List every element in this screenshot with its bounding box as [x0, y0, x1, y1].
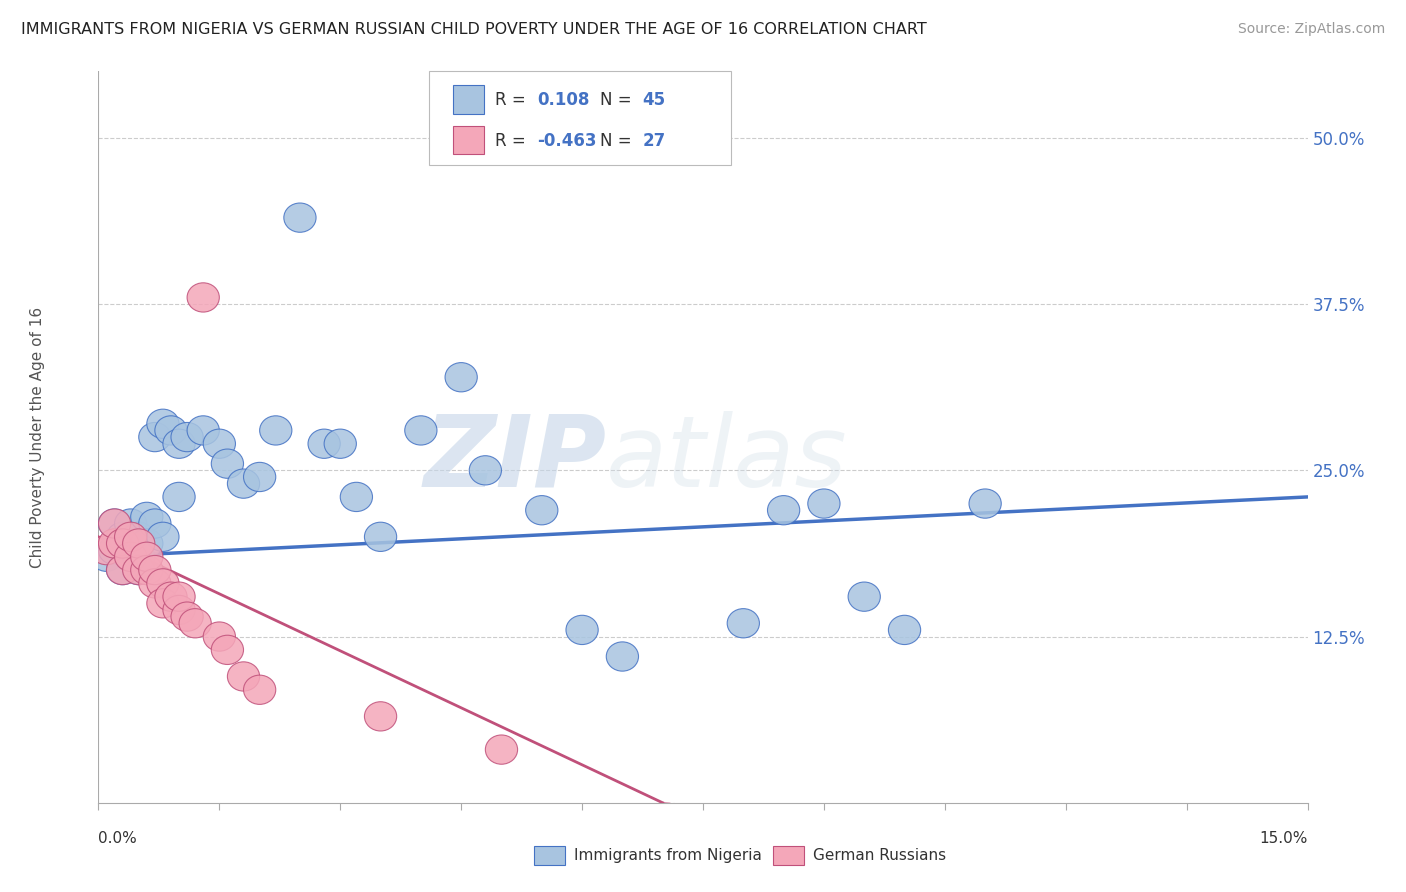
Ellipse shape — [146, 522, 179, 551]
Ellipse shape — [163, 429, 195, 458]
Ellipse shape — [179, 608, 211, 638]
Ellipse shape — [889, 615, 921, 645]
Text: 15.0%: 15.0% — [1260, 831, 1308, 846]
Ellipse shape — [340, 483, 373, 511]
Ellipse shape — [284, 203, 316, 232]
Ellipse shape — [163, 595, 195, 624]
Ellipse shape — [187, 283, 219, 312]
Ellipse shape — [107, 556, 139, 584]
Ellipse shape — [243, 462, 276, 491]
Ellipse shape — [131, 556, 163, 584]
Ellipse shape — [114, 522, 146, 551]
Text: R =: R = — [495, 132, 526, 150]
Ellipse shape — [364, 702, 396, 731]
Ellipse shape — [98, 535, 131, 565]
Ellipse shape — [848, 582, 880, 611]
Ellipse shape — [204, 622, 235, 651]
Ellipse shape — [727, 608, 759, 638]
Ellipse shape — [211, 635, 243, 665]
Ellipse shape — [122, 556, 155, 584]
Ellipse shape — [131, 542, 163, 572]
Text: Child Poverty Under the Age of 16: Child Poverty Under the Age of 16 — [31, 307, 45, 567]
Ellipse shape — [808, 489, 839, 518]
Text: Immigrants from Nigeria: Immigrants from Nigeria — [574, 848, 762, 863]
Ellipse shape — [131, 529, 163, 558]
Ellipse shape — [228, 469, 260, 499]
Text: N =: N = — [600, 132, 631, 150]
Ellipse shape — [114, 542, 146, 572]
Ellipse shape — [446, 363, 477, 392]
Ellipse shape — [146, 589, 179, 618]
Ellipse shape — [228, 662, 260, 691]
Ellipse shape — [146, 409, 179, 438]
Ellipse shape — [122, 556, 155, 584]
Ellipse shape — [567, 615, 598, 645]
Ellipse shape — [114, 529, 146, 558]
Text: IMMIGRANTS FROM NIGERIA VS GERMAN RUSSIAN CHILD POVERTY UNDER THE AGE OF 16 CORR: IMMIGRANTS FROM NIGERIA VS GERMAN RUSSIA… — [21, 22, 927, 37]
Ellipse shape — [526, 496, 558, 524]
Ellipse shape — [107, 556, 139, 584]
Text: German Russians: German Russians — [813, 848, 946, 863]
Ellipse shape — [146, 569, 179, 598]
Ellipse shape — [98, 509, 131, 538]
Ellipse shape — [172, 423, 204, 451]
Ellipse shape — [243, 675, 276, 705]
Ellipse shape — [187, 416, 219, 445]
Ellipse shape — [204, 429, 235, 458]
Ellipse shape — [139, 569, 172, 598]
Ellipse shape — [122, 542, 155, 572]
Ellipse shape — [364, 522, 396, 551]
Ellipse shape — [470, 456, 502, 485]
Ellipse shape — [768, 496, 800, 524]
Ellipse shape — [260, 416, 292, 445]
Ellipse shape — [107, 522, 139, 551]
Ellipse shape — [155, 416, 187, 445]
Text: ZIP: ZIP — [423, 410, 606, 508]
Text: 27: 27 — [643, 132, 666, 150]
Text: 45: 45 — [643, 91, 665, 109]
Ellipse shape — [325, 429, 356, 458]
Ellipse shape — [139, 509, 172, 538]
Ellipse shape — [98, 509, 131, 538]
Text: Source: ZipAtlas.com: Source: ZipAtlas.com — [1237, 22, 1385, 37]
Text: atlas: atlas — [606, 410, 848, 508]
Ellipse shape — [122, 522, 155, 551]
Ellipse shape — [107, 529, 139, 558]
Text: N =: N = — [600, 91, 631, 109]
Text: 0.0%: 0.0% — [98, 831, 138, 846]
Ellipse shape — [211, 449, 243, 478]
Ellipse shape — [90, 535, 122, 565]
Text: R =: R = — [495, 91, 526, 109]
Ellipse shape — [98, 529, 131, 558]
Ellipse shape — [308, 429, 340, 458]
Ellipse shape — [606, 642, 638, 671]
Ellipse shape — [405, 416, 437, 445]
Ellipse shape — [163, 582, 195, 611]
Ellipse shape — [172, 602, 204, 632]
Ellipse shape — [155, 582, 187, 611]
Text: -0.463: -0.463 — [537, 132, 596, 150]
Text: 0.108: 0.108 — [537, 91, 589, 109]
Ellipse shape — [122, 529, 155, 558]
Ellipse shape — [131, 502, 163, 532]
Ellipse shape — [114, 509, 146, 538]
Ellipse shape — [114, 542, 146, 572]
Ellipse shape — [139, 423, 172, 451]
Ellipse shape — [969, 489, 1001, 518]
Ellipse shape — [107, 529, 139, 558]
Ellipse shape — [139, 556, 172, 584]
Ellipse shape — [90, 542, 122, 572]
Ellipse shape — [485, 735, 517, 764]
Ellipse shape — [163, 483, 195, 511]
